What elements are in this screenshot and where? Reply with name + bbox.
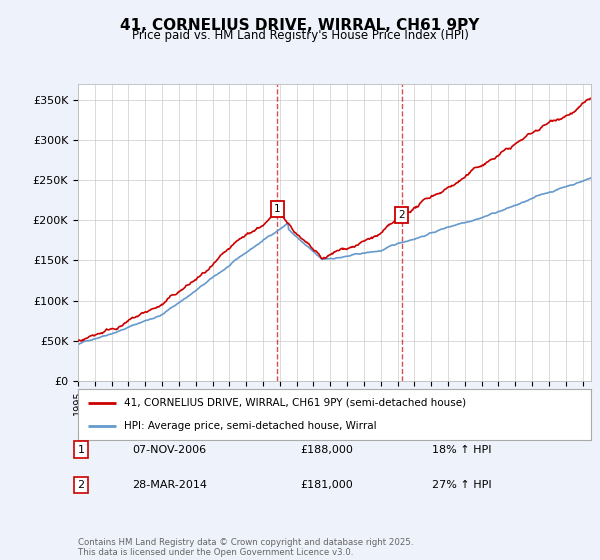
Text: 41, CORNELIUS DRIVE, WIRRAL, CH61 9PY: 41, CORNELIUS DRIVE, WIRRAL, CH61 9PY <box>121 18 479 33</box>
Text: 1: 1 <box>274 204 281 214</box>
Text: £181,000: £181,000 <box>300 480 353 490</box>
Text: HPI: Average price, semi-detached house, Wirral: HPI: Average price, semi-detached house,… <box>124 421 377 431</box>
Text: £188,000: £188,000 <box>300 445 353 455</box>
Text: 2: 2 <box>398 210 405 220</box>
Text: 07-NOV-2006: 07-NOV-2006 <box>132 445 206 455</box>
Text: 2: 2 <box>77 480 85 490</box>
Text: 18% ↑ HPI: 18% ↑ HPI <box>432 445 491 455</box>
Text: 27% ↑ HPI: 27% ↑ HPI <box>432 480 491 490</box>
Text: 41, CORNELIUS DRIVE, WIRRAL, CH61 9PY (semi-detached house): 41, CORNELIUS DRIVE, WIRRAL, CH61 9PY (s… <box>124 398 466 408</box>
Text: 28-MAR-2014: 28-MAR-2014 <box>132 480 207 490</box>
Text: Contains HM Land Registry data © Crown copyright and database right 2025.
This d: Contains HM Land Registry data © Crown c… <box>78 538 413 557</box>
Text: 1: 1 <box>77 445 85 455</box>
Text: Price paid vs. HM Land Registry's House Price Index (HPI): Price paid vs. HM Land Registry's House … <box>131 29 469 42</box>
